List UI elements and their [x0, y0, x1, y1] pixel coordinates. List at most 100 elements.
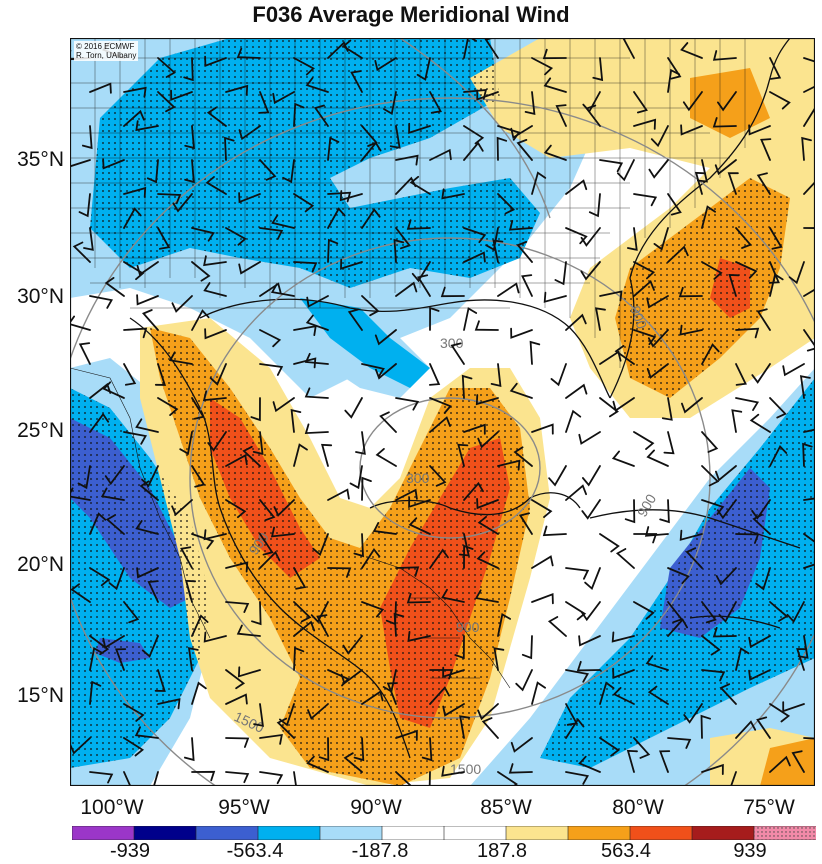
wind-barb — [306, 295, 329, 308]
wind-barb — [316, 614, 329, 637]
wind-barb — [624, 499, 636, 524]
lon-label-100w: 100°W — [80, 796, 144, 819]
wind-barb — [735, 533, 760, 544]
wind-barb — [599, 737, 620, 757]
wind-barb — [547, 616, 567, 637]
wind-barb — [565, 717, 585, 739]
wind-barb — [203, 631, 227, 643]
wind-barb — [225, 227, 247, 246]
wind-barb — [565, 703, 578, 726]
wind-barb — [615, 548, 635, 569]
wind-barb — [749, 413, 771, 433]
wind-barb — [89, 412, 110, 433]
wind-barb — [306, 755, 329, 773]
wind-barb — [497, 193, 516, 215]
wind-barb — [70, 583, 91, 603]
wind-barb — [716, 499, 737, 520]
wind-barb — [395, 397, 420, 411]
wind-barb — [293, 601, 312, 623]
colorbar-label: -563.4 — [226, 840, 284, 862]
wind-barb — [136, 567, 159, 579]
wind-barb — [701, 343, 720, 365]
wind-barb — [290, 408, 302, 433]
wind-barb — [454, 635, 465, 660]
wind-barb — [510, 737, 533, 753]
wind-barb — [701, 601, 717, 624]
wind-barb — [225, 601, 250, 613]
wind-barb — [731, 409, 743, 433]
wind-barb — [646, 295, 669, 309]
wind-barb — [457, 443, 469, 467]
wind-barb — [760, 138, 772, 161]
wind-barb — [305, 314, 329, 331]
wind-barb — [667, 68, 681, 93]
wind-barb — [270, 526, 295, 538]
wind-barb — [769, 444, 788, 467]
wind-barb — [409, 175, 431, 195]
wind-barb — [459, 715, 470, 739]
wind-barb — [191, 681, 207, 705]
wind-barb — [237, 666, 261, 678]
wind-barb — [617, 159, 635, 182]
colorbar-swatch — [133, 826, 197, 840]
wind-barb — [475, 394, 499, 406]
wind-barb — [183, 57, 194, 82]
wind-barb — [389, 125, 401, 149]
wind-barb — [89, 680, 102, 705]
wind-barb — [476, 498, 499, 510]
colorbar-swatch — [629, 826, 693, 840]
wind-barb — [395, 771, 413, 786]
wind-barb — [253, 703, 264, 727]
wind-barb — [442, 666, 465, 678]
wind-barb — [678, 286, 703, 298]
wind-barb — [123, 186, 147, 198]
wind-barb — [304, 352, 329, 365]
wind-barb — [521, 635, 533, 660]
wind-barb — [395, 227, 411, 250]
wind-barb — [242, 445, 261, 467]
wind-barb — [667, 567, 690, 585]
wind-barb — [293, 443, 308, 467]
wind-barb — [748, 635, 771, 649]
wind-barb — [548, 465, 567, 487]
wind-barb — [184, 737, 195, 762]
wind-barb — [355, 431, 366, 455]
wind-barb — [633, 601, 655, 620]
wind-barb — [429, 397, 452, 414]
wind-barb — [375, 448, 397, 467]
wind-barb — [327, 238, 339, 263]
wind-barb — [492, 239, 504, 263]
wind-barb — [395, 281, 418, 297]
wind-barb — [756, 308, 771, 331]
wind-barb — [712, 627, 737, 638]
wind-barb — [361, 208, 381, 229]
wind-barb — [659, 750, 671, 773]
wind-barb — [123, 431, 148, 445]
wind-barb — [411, 261, 431, 283]
colorbar-swatch — [195, 826, 259, 840]
wind-barb — [748, 124, 771, 136]
wind-barb — [282, 159, 295, 184]
wind-barb — [701, 763, 724, 775]
wind-barb — [154, 669, 166, 692]
wind-barb — [580, 261, 601, 281]
lat-label-20n: 20°N — [17, 553, 64, 576]
colorbar — [72, 826, 816, 840]
wind-barb — [312, 533, 329, 557]
wind-barb — [340, 258, 363, 270]
wind-barb — [135, 418, 159, 433]
wind-barb — [576, 660, 601, 672]
wind-barb — [123, 207, 142, 229]
colorbar-label: -187.8 — [351, 840, 409, 862]
wind-barb — [531, 499, 553, 518]
wind-barb — [141, 465, 159, 488]
wind-barb — [612, 687, 635, 705]
wind-barb — [349, 465, 363, 490]
wind-barb — [440, 286, 465, 298]
wind-barb — [441, 188, 465, 200]
wind-barb — [485, 227, 499, 252]
lon-label-85w: 85°W — [480, 796, 532, 819]
lon-label-80w: 80°W — [612, 796, 664, 819]
wind-barb — [259, 533, 274, 556]
wind-barb — [147, 580, 159, 603]
